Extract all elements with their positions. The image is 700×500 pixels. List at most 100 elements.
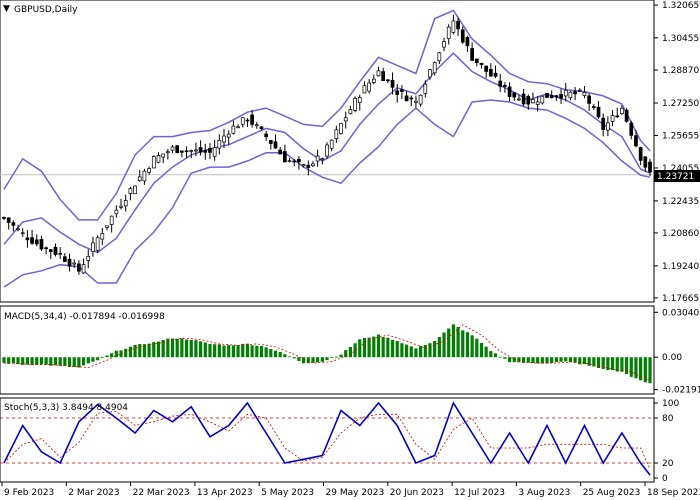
macd-bar (30, 357, 34, 366)
candle-body (531, 99, 535, 104)
candle-body (395, 90, 400, 95)
macd-bar (152, 342, 156, 358)
macd-bar (222, 345, 226, 358)
macd-bar (301, 357, 306, 364)
macd-bar (86, 357, 90, 364)
macd-bar (564, 357, 568, 362)
candle-body (11, 222, 16, 226)
macd-bar (227, 345, 231, 358)
macd-bar (2, 357, 6, 363)
candle-body (264, 133, 268, 138)
candle-body (634, 135, 638, 147)
macd-bar (287, 356, 292, 358)
macd-bar (634, 357, 638, 379)
macd-histogram (2, 324, 652, 384)
macd-bar (423, 345, 427, 358)
macd-bar (63, 357, 67, 366)
candle-body (292, 160, 297, 163)
macd-bar (133, 344, 137, 358)
price-tick-label: 1.20860 (662, 229, 699, 239)
candle-body (100, 233, 105, 240)
stoch-tick-label: 0 (662, 474, 668, 484)
candle-body (180, 150, 184, 153)
price-tick-label: 1.27250 (662, 99, 699, 109)
macd-bar (114, 350, 118, 358)
macd-bar (639, 357, 643, 381)
macd-bar (124, 348, 128, 358)
candle-body (582, 92, 587, 96)
bollinger-mid (3, 52, 651, 254)
candle-body (446, 26, 451, 39)
macd-bar (372, 336, 376, 358)
macd-bar (568, 357, 573, 363)
stoch-title: Stoch(5,3,3) 3.8494 8.4904 (4, 403, 128, 413)
macd-bar (316, 357, 320, 363)
candle-body (643, 156, 648, 168)
macd-tick-label: 0.030401 (662, 308, 700, 318)
candle-body (63, 256, 67, 262)
candle-body (624, 109, 629, 122)
macd-bar (330, 357, 334, 359)
candle-body (348, 109, 353, 115)
macd-bar (11, 357, 15, 364)
macd-bar (512, 357, 516, 363)
candle-body (34, 239, 39, 245)
macd-bar (231, 345, 235, 358)
macd-axis: 0.030401 0.00 -0.021914 (654, 308, 700, 396)
macd-bar (49, 357, 53, 366)
macd-bar (526, 357, 530, 363)
macd-bar (592, 357, 596, 367)
candle-body (638, 147, 643, 161)
macd-bar (381, 337, 385, 358)
macd-bar (147, 343, 151, 358)
price-axis: 1.32065 1.30455 1.28870 1.27250 1.25655 1.240… (654, 1, 699, 304)
candle-body (77, 263, 81, 272)
candle-body (563, 89, 568, 97)
candle-body (465, 37, 470, 47)
candle-body (414, 100, 418, 103)
macd-bar (606, 357, 610, 371)
macd-bar (620, 357, 624, 372)
macd-bar (615, 357, 619, 372)
x-axis: 9 Feb 2023 2 Mar 2023 22 Mar 2023 13 Apr 20… (1, 482, 700, 498)
macd-bar (475, 338, 479, 358)
x-tick-label: 3 Aug 2023 (518, 488, 570, 498)
x-tick-label: 25 Aug 2023 (583, 488, 641, 498)
candle-body (287, 160, 292, 163)
macd-bar (559, 357, 563, 362)
candle-body (418, 94, 423, 105)
price-arrow-icon: ▼ (3, 4, 10, 14)
x-tick-label: 18 Sep 2023 (647, 488, 700, 498)
candle-body (470, 48, 474, 61)
macd-bar (21, 357, 25, 365)
x-tick-label: 29 May 2023 (326, 488, 385, 498)
candle-body (67, 258, 72, 267)
candle-body (95, 237, 100, 251)
candle-body (2, 217, 6, 219)
price-title: GBPUSD,Daily (14, 5, 78, 15)
candle-body (198, 147, 203, 153)
candle-body (30, 237, 34, 244)
candle-body (20, 232, 25, 235)
candle-body (456, 20, 460, 30)
x-tick-label: 12 Jul 2023 (454, 488, 505, 498)
macd-bar (259, 345, 264, 358)
candle-body (142, 170, 147, 182)
macd-bar (283, 354, 287, 358)
macd-bar (484, 346, 488, 358)
candle-body (587, 95, 591, 104)
stoch-signal-line (3, 410, 651, 470)
macd-bar (320, 357, 324, 362)
candle-body (151, 156, 156, 169)
candle-body (189, 150, 194, 152)
price-tick-label: 1.22435 (662, 197, 699, 207)
macd-bar (536, 357, 540, 364)
price-tick-label: 1.25655 (662, 131, 699, 141)
macd-bar (419, 345, 423, 358)
macd-bar (81, 357, 86, 366)
macd-bar (203, 342, 207, 358)
candle-body (16, 228, 20, 231)
candle-body (353, 97, 357, 111)
macd-bar (96, 357, 100, 361)
macd-bar (241, 343, 245, 358)
